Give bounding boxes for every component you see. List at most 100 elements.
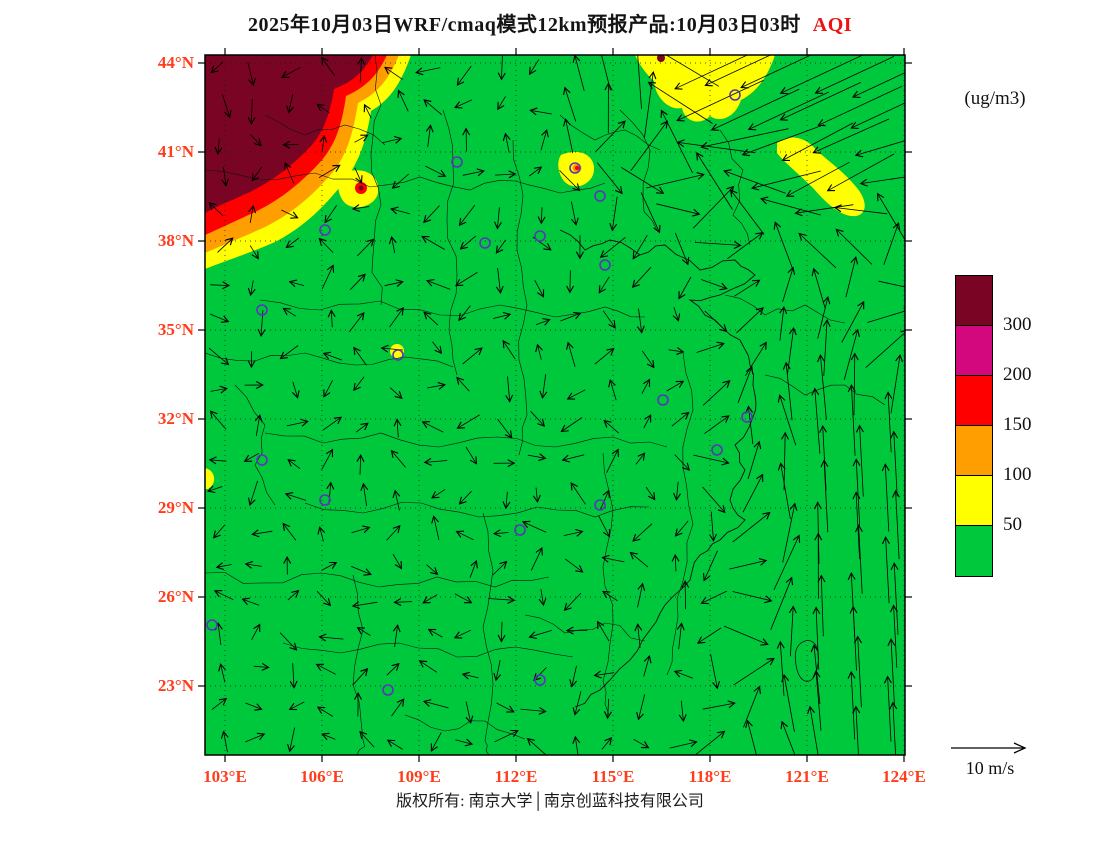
legend-cell-5 [956,526,992,576]
wind-arrow [798,232,837,269]
lat-label-44°N: 44°N [157,53,194,72]
city-marker [729,89,741,101]
wind-arrow [384,279,404,288]
wind-arrow [390,449,406,468]
wind-arrow [701,279,728,291]
wind-arrow [249,245,259,260]
province-boundary [304,502,650,518]
wind-arrow [723,169,786,194]
wind-arrow [530,547,543,571]
wind-arrow [423,311,439,326]
aqi-region-spot-hebei-red [574,165,580,171]
wind-arrow [222,94,232,119]
wind-arrow [497,621,506,643]
wind-arrow [251,529,273,538]
city-marker [206,619,218,631]
wind-arrow [425,279,451,290]
wind-arrow [281,209,299,219]
wind-arrow [502,491,511,510]
wind-arrow [390,206,410,215]
wind-arrow [841,300,865,343]
wind-arrow [678,276,692,300]
wind-arrow [773,534,801,591]
wind-arrow [348,311,365,333]
wind-arrow [462,127,471,152]
province-boundary [234,384,276,506]
wind-scale-label: 10 m/s [965,758,1015,778]
wind-arrow [497,418,513,439]
wind-arrow [249,134,262,147]
wind-arrow [421,421,444,433]
wind-arrow [817,354,827,420]
wind-arrow [526,737,547,755]
wind-arrow [777,394,797,446]
wind-arrow [497,55,506,81]
wind-arrow [704,55,772,87]
wind-arrow [671,553,680,572]
wind-arrow [494,729,519,743]
wind-arrow [598,276,610,294]
lon-label-103°E: 103°E [203,767,247,786]
legend-tick-300: 300 [1003,314,1032,335]
lat-label-38°N: 38°N [157,231,194,250]
wind-arrow [492,560,508,576]
wind-arrow [388,235,397,254]
wind-arrow [535,343,543,360]
province-boundary [619,109,658,231]
wind-arrow [890,430,899,497]
wind-arrow [492,529,509,538]
wind-arrow [355,422,369,433]
wind-arrow [282,522,297,541]
wind-arrow [456,376,470,392]
wind-arrow [353,346,367,366]
wind-arrow [534,280,545,298]
wind-arrow [315,663,336,675]
wind-arrow [781,122,854,161]
wind-arrow [288,701,305,711]
wind-arrow [360,482,369,507]
wind-arrow [462,347,483,365]
legend-cell-3 [956,426,992,476]
wind-arrow [220,730,229,753]
wind-arrow [704,310,728,333]
wind-arrow [212,524,226,539]
wind-arrow [324,205,338,224]
aqi-region-west-edge-yellow [205,468,215,489]
wind-arrow [283,162,295,184]
wind-arrow [359,730,375,748]
wind-arrow [673,481,681,501]
wind-arrow [351,566,372,576]
wind-arrow [527,453,547,462]
lon-label-118°E: 118°E [688,767,732,786]
wind-arrow [488,595,516,604]
wind-arrow [727,232,764,260]
wind-arrow [742,473,764,513]
wind-arrow [459,235,477,250]
wind-arrow [710,88,800,131]
wind-arrow [286,94,294,114]
wind-arrow [697,627,722,644]
wind-arrow [785,161,850,197]
wind-arrow [820,459,829,533]
wind-arrow [431,489,446,499]
wind-arrow [393,598,412,607]
wind-arrow [316,590,332,607]
lon-label-109°E: 109°E [397,767,441,786]
wind-arrow [350,273,366,290]
wind-arrow [322,416,343,431]
wind-arrow [254,413,263,437]
wind-arrow [415,67,441,76]
wind-arrow [643,414,652,429]
wind-arrow [316,706,334,717]
wind-arrow [356,454,365,475]
province-boundary [559,114,661,151]
wind-arrow [351,204,370,212]
figure-title: 2025年10月03日WRF/cmaq模式12km预报产品:10月03日03时 A… [0,8,1100,37]
lat-label-35°N: 35°N [157,320,194,339]
wind-arrow [286,418,309,427]
wind-arrow [710,653,720,690]
wind-arrow [279,632,298,651]
wind-arrow [891,489,900,560]
wind-arrow [247,280,256,297]
wind-arrow [566,389,586,400]
